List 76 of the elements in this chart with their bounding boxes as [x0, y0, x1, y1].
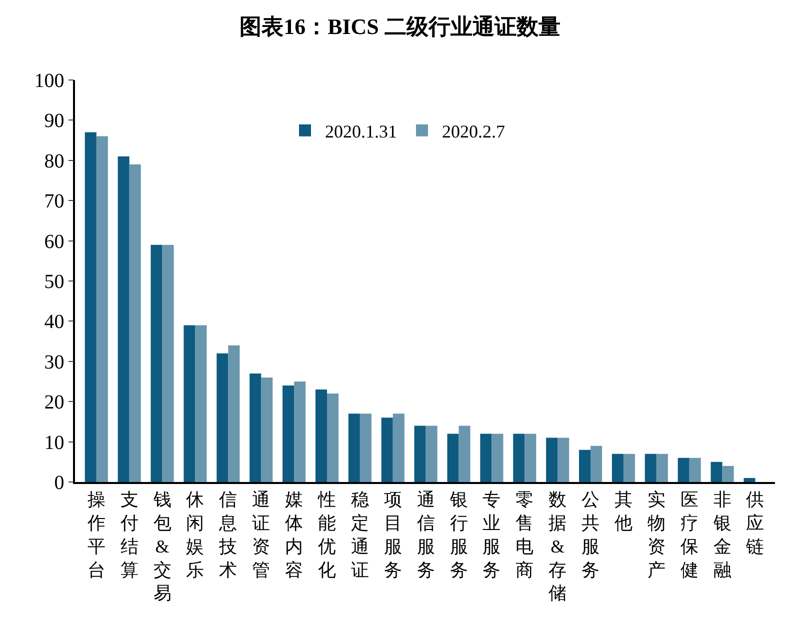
bar [612, 454, 624, 482]
bar [360, 414, 372, 482]
bar [492, 434, 504, 482]
x-tick-label: 其他 [614, 490, 632, 533]
bar [162, 244, 174, 482]
bar [228, 345, 240, 482]
x-tick-label: 零售电商 [516, 490, 534, 580]
x-tick-label: 通证资管 [252, 490, 270, 580]
bar [250, 373, 262, 482]
bar [392, 414, 404, 482]
x-tick-label: 非银金融 [712, 490, 732, 580]
bar [513, 434, 525, 482]
bar [414, 426, 426, 482]
y-tick-label: 0 [54, 472, 64, 494]
bar [447, 434, 459, 482]
bar [150, 244, 162, 482]
bar [381, 418, 393, 482]
bar [216, 353, 228, 482]
legend-label: 2020.2.7 [442, 121, 505, 142]
bar [327, 394, 339, 482]
bar [129, 164, 141, 482]
bar [524, 434, 536, 482]
bar [546, 438, 558, 482]
bar [294, 382, 306, 482]
y-tick-label: 50 [44, 271, 64, 293]
bar [458, 426, 470, 482]
bar [590, 446, 602, 482]
bar [261, 377, 273, 482]
bar [623, 454, 635, 482]
x-tick-label: 实物资产 [647, 490, 666, 580]
x-tick-label: 数据&存储 [548, 490, 567, 604]
x-tick-label: 钱包&交易 [152, 490, 172, 604]
x-tick-label: 公共服务 [582, 490, 600, 580]
x-tick-label: 医疗保健 [680, 490, 698, 580]
y-tick-label: 40 [44, 311, 64, 334]
x-tick-label: 通信服务 [416, 490, 435, 580]
bar [426, 426, 438, 482]
x-tick-label: 信息技术 [218, 490, 238, 580]
x-tick-label: 操作平台 [86, 490, 106, 580]
bar [579, 450, 591, 482]
bar [348, 414, 360, 482]
bar [315, 390, 327, 482]
x-tick-label: 专业服务 [482, 490, 501, 580]
bar [195, 325, 207, 482]
y-tick-label: 30 [44, 351, 64, 374]
y-tick-label: 20 [44, 392, 64, 414]
bar [744, 478, 756, 482]
bar [710, 462, 722, 482]
x-tick-label: 媒体内容 [285, 490, 304, 580]
bar [644, 454, 656, 482]
y-tick-label: 70 [44, 190, 64, 213]
bar [480, 434, 492, 482]
bar [656, 454, 668, 482]
bar [118, 156, 130, 482]
bar [689, 458, 701, 482]
y-tick-label: 100 [34, 70, 64, 92]
bar [722, 466, 734, 482]
x-tick-label: 休闲娱乐 [186, 490, 204, 580]
x-tick-label: 稳定通证 [350, 490, 369, 580]
bar [96, 136, 108, 482]
bar [84, 132, 96, 482]
y-tick-label: 60 [44, 230, 64, 253]
x-tick-label: 支付结算 [119, 490, 138, 580]
y-tick-label: 10 [44, 432, 64, 454]
bar [558, 438, 570, 482]
x-tick-label: 项目服务 [384, 490, 402, 580]
chart-title: 图表16：BICS 二级行业通证数量 [240, 14, 560, 40]
x-tick-label: 银行服务 [448, 490, 468, 580]
bar [678, 458, 690, 482]
y-tick-label: 80 [44, 150, 64, 172]
bar [184, 325, 196, 482]
y-tick-label: 90 [44, 110, 64, 132]
x-tick-label: 性能优化 [317, 490, 336, 580]
x-tick-label: 供应链 [745, 490, 764, 556]
bar [282, 386, 294, 482]
legend-label: 2020.1.31 [325, 121, 397, 142]
